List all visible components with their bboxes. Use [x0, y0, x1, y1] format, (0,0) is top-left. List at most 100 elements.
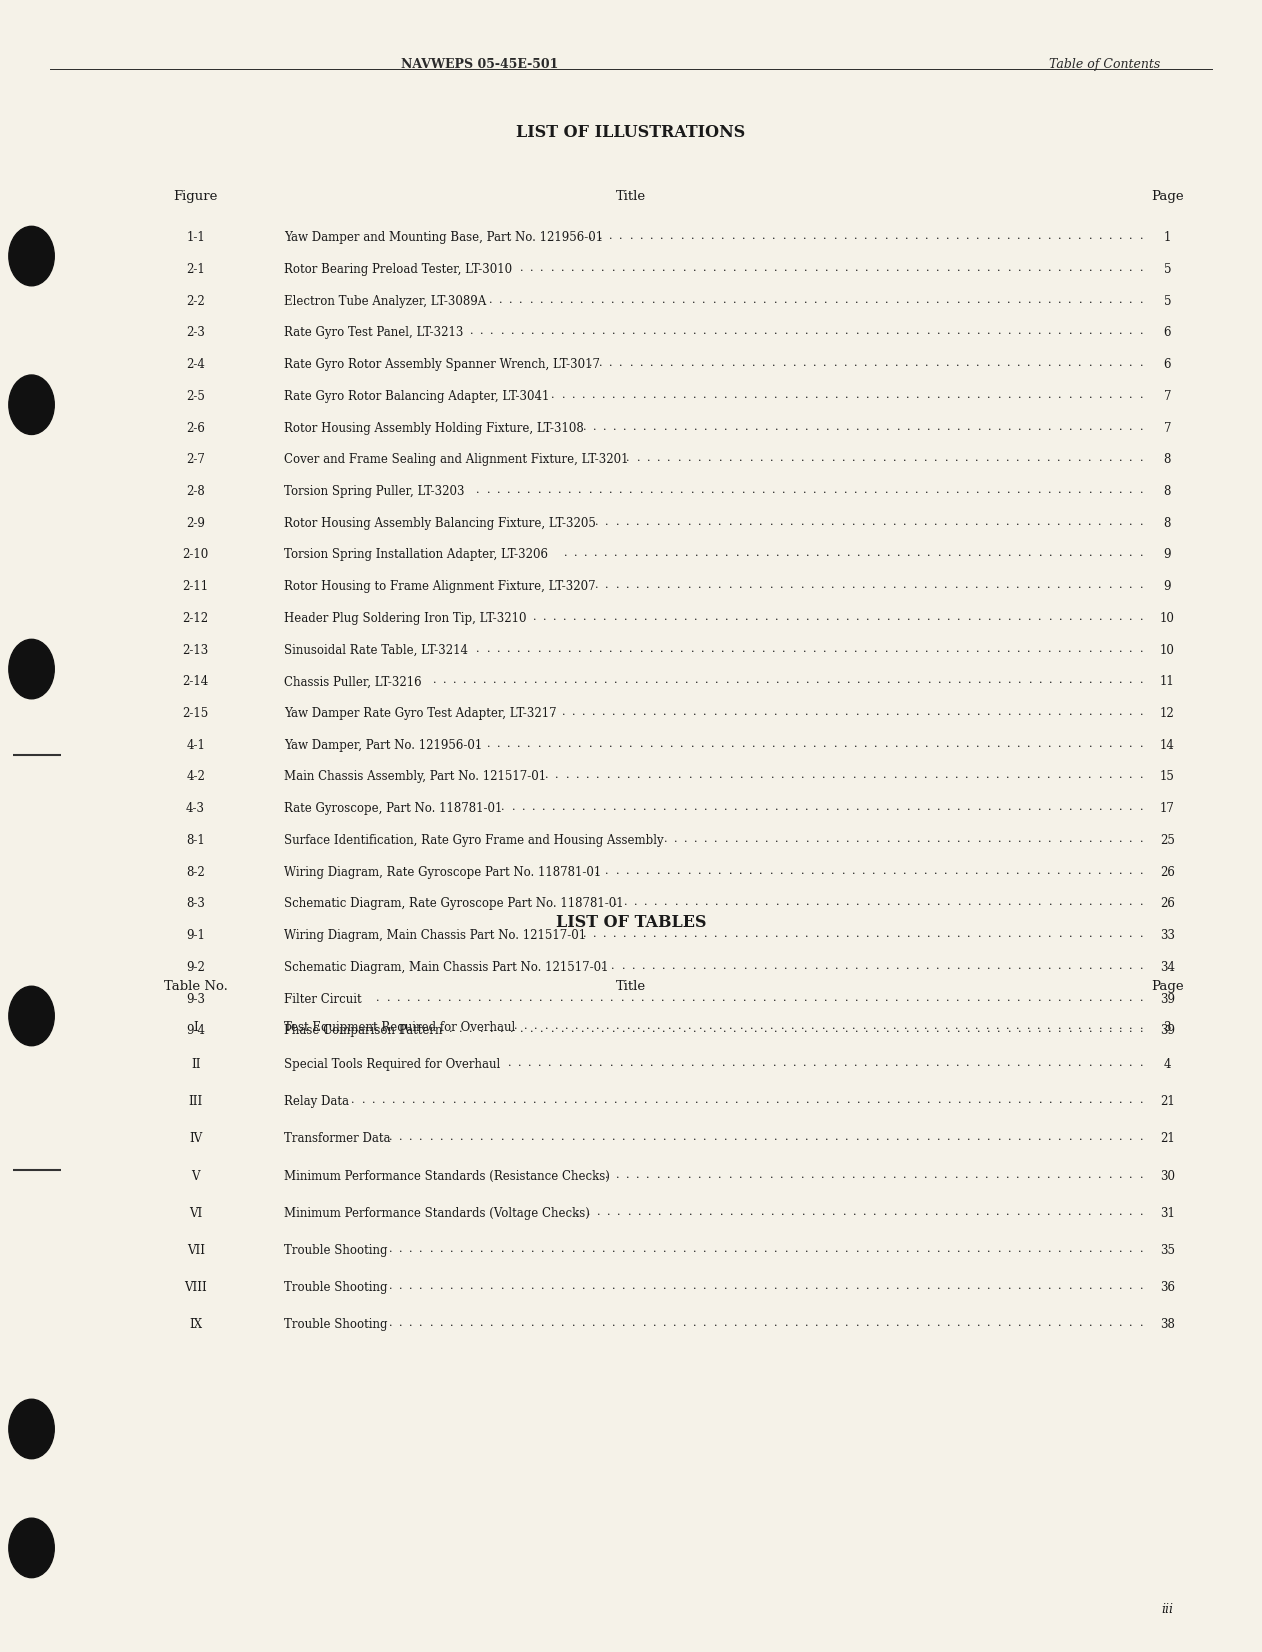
Text: .: . [1069, 390, 1073, 400]
Text: .: . [1068, 866, 1071, 876]
Text: .: . [1049, 1024, 1051, 1034]
Text: .: . [694, 803, 698, 813]
Text: .: . [996, 517, 1000, 527]
Text: .: . [1129, 1318, 1133, 1328]
Text: .: . [630, 1057, 634, 1069]
Text: Rate Gyro Test Panel, LT-3213: Rate Gyro Test Panel, LT-3213 [284, 327, 463, 339]
Text: .: . [997, 961, 1001, 971]
Text: .: . [1049, 707, 1051, 717]
Text: .: . [570, 1024, 574, 1034]
Text: .: . [637, 770, 641, 780]
Text: .: . [726, 897, 728, 907]
Text: .: . [954, 866, 958, 876]
Text: .: . [1140, 993, 1143, 1003]
Text: .: . [1079, 1244, 1083, 1254]
Text: .: . [477, 738, 480, 748]
Text: .: . [934, 866, 938, 876]
Text: .: . [693, 1318, 697, 1328]
Text: .: . [957, 390, 960, 400]
Text: .: . [825, 327, 829, 337]
Text: .: . [864, 358, 868, 368]
Text: .: . [1069, 263, 1071, 273]
Text: .: . [528, 644, 531, 654]
Text: .: . [668, 1170, 670, 1180]
Text: .: . [511, 803, 515, 813]
Text: .: . [968, 548, 972, 558]
Text: .: . [586, 1021, 589, 1031]
Text: .: . [1140, 421, 1143, 431]
Text: .: . [1039, 897, 1042, 907]
Text: .: . [771, 770, 774, 780]
Text: .: . [1119, 580, 1122, 590]
Text: .: . [958, 1095, 962, 1105]
Text: .: . [977, 993, 981, 1003]
Text: 34: 34 [1160, 961, 1175, 973]
Text: .: . [795, 1282, 798, 1292]
Text: .: . [1088, 517, 1092, 527]
Text: .: . [967, 1282, 970, 1292]
Text: .: . [632, 1024, 635, 1034]
Text: .: . [916, 1133, 920, 1143]
Text: .: . [1140, 453, 1143, 463]
Text: .: . [583, 803, 586, 813]
Text: Minimum Performance Standards (Resistance Checks): Minimum Performance Standards (Resistanc… [284, 1170, 610, 1183]
Text: .: . [987, 1318, 991, 1328]
Text: .: . [538, 1057, 541, 1069]
Text: .: . [1109, 548, 1113, 558]
Text: .: . [928, 1095, 931, 1105]
Text: .: . [530, 263, 534, 273]
Text: .: . [905, 644, 909, 654]
Text: .: . [652, 327, 656, 337]
Text: .: . [533, 611, 536, 621]
Text: .: . [693, 1024, 697, 1034]
Text: .: . [588, 486, 592, 496]
Text: .: . [596, 517, 598, 527]
Text: .: . [1119, 897, 1123, 907]
Text: .: . [904, 1021, 907, 1031]
Text: .: . [805, 390, 809, 400]
Text: .: . [873, 1021, 876, 1031]
Text: .: . [1109, 517, 1112, 527]
Text: .: . [944, 1170, 948, 1180]
Text: .: . [1109, 1024, 1113, 1034]
Text: .: . [1007, 738, 1011, 748]
Text: .: . [847, 676, 851, 686]
Text: .: . [771, 1206, 775, 1218]
Text: .: . [610, 486, 612, 496]
Text: .: . [887, 548, 891, 558]
Text: .: . [897, 676, 901, 686]
Text: .: . [998, 611, 1002, 621]
Text: .: . [832, 866, 835, 876]
Text: .: . [786, 897, 789, 907]
Text: .: . [740, 453, 743, 463]
Text: .: . [541, 1133, 545, 1143]
Text: .: . [429, 1133, 433, 1143]
Circle shape [9, 1518, 54, 1578]
Text: .: . [664, 611, 668, 621]
Text: .: . [613, 421, 616, 431]
Text: .: . [745, 803, 748, 813]
Text: .: . [997, 358, 1001, 368]
Text: .: . [673, 1282, 676, 1292]
Text: .: . [703, 1244, 707, 1254]
Text: .: . [781, 770, 785, 780]
Text: .: . [644, 611, 647, 621]
Text: .: . [976, 580, 979, 590]
Text: .: . [491, 1282, 493, 1292]
Text: .: . [559, 993, 563, 1003]
Text: .: . [1098, 1021, 1102, 1031]
Text: .: . [1119, 1318, 1123, 1328]
Text: .: . [574, 548, 578, 558]
Text: .: . [439, 1318, 443, 1328]
Text: .: . [926, 1282, 930, 1292]
Text: .: . [1018, 548, 1022, 558]
Text: .: . [817, 1095, 820, 1105]
Text: .: . [978, 834, 981, 844]
Text: .: . [907, 834, 910, 844]
Text: .: . [775, 1244, 777, 1254]
Text: .: . [1129, 453, 1133, 463]
Text: .: . [683, 707, 687, 717]
Text: .: . [351, 1095, 355, 1105]
Text: .: . [719, 453, 722, 463]
Text: .: . [857, 611, 859, 621]
